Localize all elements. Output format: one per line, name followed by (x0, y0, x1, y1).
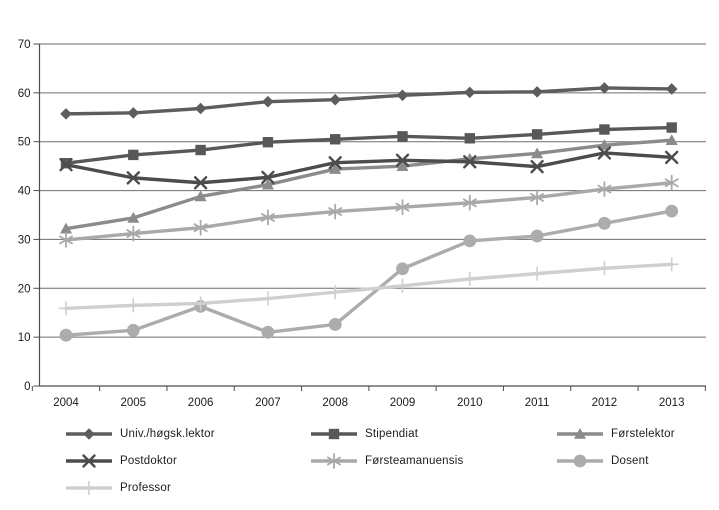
legend-item: Dosent (556, 452, 719, 470)
y-tick-label: 30 (18, 234, 31, 246)
y-tick-label: 0 (24, 381, 30, 393)
series-line-dosent (64, 209, 674, 337)
gridlines: 0 10 20 30 40 50 60 70 (18, 39, 706, 393)
series-line-professor (64, 262, 674, 311)
x-tick-label: 2009 (390, 397, 416, 409)
x-tick-label: 2005 (121, 397, 147, 409)
legend-marker-icon (311, 428, 357, 439)
series-f-rstelektor (60, 134, 678, 234)
series-professor (59, 257, 679, 316)
legend-item: Stipendiat (310, 425, 556, 443)
x-tick-label: 2007 (255, 397, 281, 409)
series-line-f-rsteamanuensis (64, 181, 674, 242)
legend-label: Professor (120, 481, 172, 494)
x-tick-label: 2008 (322, 397, 348, 409)
legend-marker-icon (557, 454, 603, 467)
series-line-postdoktor (64, 151, 674, 185)
legend-item: Univ./høgsk.lektor (65, 425, 310, 443)
legend-label: Univ./høgsk.lektor (120, 427, 215, 440)
legend-marker-icon (66, 427, 112, 440)
x-tick-label: 2010 (457, 397, 483, 409)
series-line-univ-h-gsk-lektor (64, 86, 674, 116)
legend-label: Stipendiat (365, 427, 419, 440)
legend-item: Førstelektor (556, 425, 719, 443)
legend-marker-icon (66, 480, 112, 495)
x-tick-label: 2012 (592, 397, 618, 409)
y-tick-label: 40 (18, 186, 31, 198)
series-line-f-rstelektor (64, 138, 674, 231)
x-tick-label: 2006 (188, 397, 214, 409)
x-tick-label: 2011 (525, 397, 550, 409)
x-axis-labels: 2004 2005 2006 2007 2008 2009 2010 2011 2012 2013 (31, 386, 706, 409)
series-f-rsteamanuensis (59, 174, 679, 248)
y-tick-label: 50 (18, 137, 31, 149)
legend-item: Førsteamanuensis (310, 452, 556, 470)
series-postdoktor (59, 146, 679, 190)
series-univ-h-gsk-lektor (60, 82, 678, 120)
series-line-stipendiat (64, 125, 674, 165)
y-tick-label: 20 (18, 283, 31, 295)
legend-label: Førsteamanuensis (365, 454, 464, 467)
legend-marker-icon (557, 427, 603, 439)
y-tick-label: 10 (18, 332, 31, 344)
legend-item: Professor (65, 479, 310, 497)
x-tick-label: 2013 (659, 397, 685, 409)
legend-marker-icon (311, 452, 357, 469)
legend-label: Postdoktor (120, 454, 177, 467)
legend-marker-icon (66, 453, 112, 468)
legend-label: Dosent (611, 454, 649, 467)
y-tick-label: 60 (18, 88, 31, 100)
legend-item: Postdoktor (65, 452, 310, 470)
legend-label: Førstelektor (611, 427, 675, 440)
chart-legend: Univ./høgsk.lektor Stipendiat Førstelektor… (65, 420, 719, 501)
y-tick-label: 70 (18, 39, 31, 51)
series-dosent (59, 204, 679, 342)
x-tick-label: 2004 (53, 397, 79, 409)
